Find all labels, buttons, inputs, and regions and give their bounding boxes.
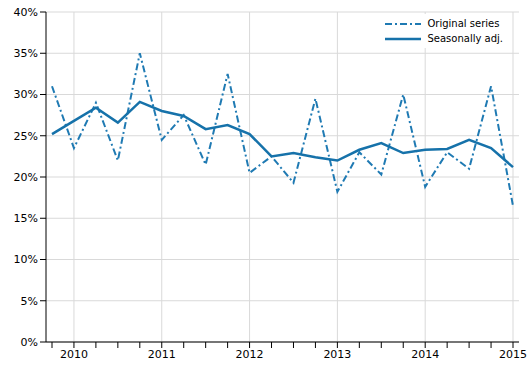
svg-text:40%: 40% (14, 6, 38, 19)
svg-text:2010: 2010 (60, 348, 88, 361)
html-text:Original series: Original series (427, 18, 500, 29)
svg-text:0%: 0% (21, 336, 38, 349)
svg-text:20%: 20% (14, 171, 38, 184)
svg-text:2011: 2011 (148, 348, 176, 361)
svg-text:15%: 15% (14, 212, 38, 225)
svg-text:2013: 2013 (323, 348, 351, 361)
svg-text:30%: 30% (14, 88, 38, 101)
svg-text:25%: 25% (14, 130, 38, 143)
html-text:Seasonally adj.: Seasonally adj. (427, 33, 503, 44)
svg-text:35%: 35% (14, 47, 38, 60)
svg-text:5%: 5% (21, 295, 38, 308)
svg-text:2014: 2014 (411, 348, 439, 361)
svg-text:2012: 2012 (236, 348, 264, 361)
svg-text:2015: 2015 (499, 348, 521, 361)
svg-text:10%: 10% (14, 253, 38, 266)
